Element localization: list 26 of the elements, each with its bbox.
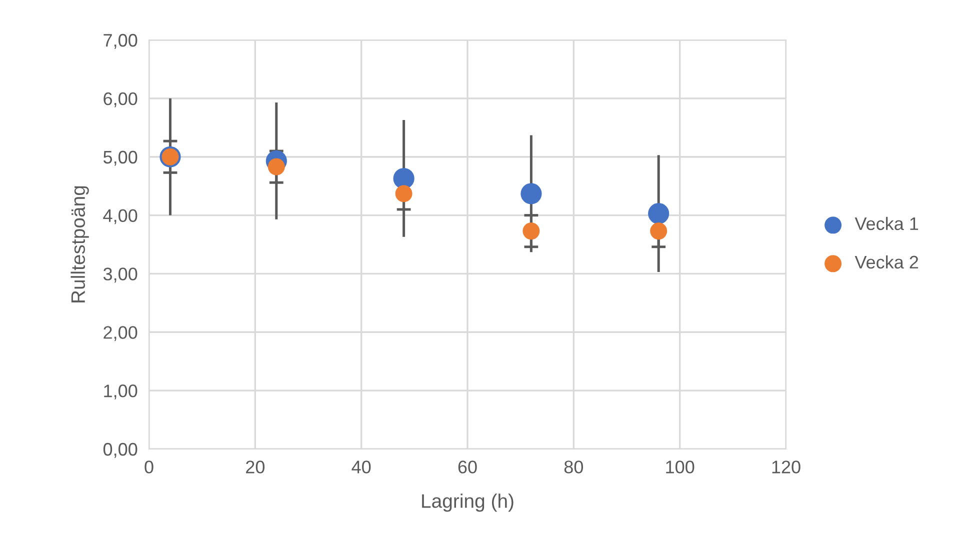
point: [268, 158, 285, 176]
point: [648, 203, 670, 224]
point: [520, 183, 542, 204]
x-tick-label: 120: [772, 460, 800, 474]
legend-label: Vecka 2: [854, 255, 918, 269]
x-axis-title: Lagring (h): [422, 494, 514, 512]
y-tick-label: 3,00: [103, 268, 138, 283]
y-tick-label: 2,00: [104, 326, 138, 341]
x-tick-label: 100: [666, 460, 694, 474]
x-tick-label: 60: [458, 460, 477, 474]
x-tick-label: 80: [564, 460, 584, 474]
y-tick-label: 7,00: [104, 34, 138, 49]
x-tick-label: 40: [352, 460, 371, 474]
x-tick-label: 20: [246, 460, 265, 474]
point: [393, 168, 414, 190]
y-tick-label: 4,00: [103, 209, 138, 224]
x-tick-label: 0: [144, 460, 154, 474]
y-tick-label: 6,00: [104, 92, 138, 108]
point: [522, 222, 540, 240]
legend-label: Vecka 1: [854, 216, 918, 230]
y-axis-title: Rulltestpoäng: [70, 186, 89, 302]
y-tick-label: 5,00: [103, 150, 138, 166]
point: [650, 222, 668, 240]
y-tick-label: 0,00: [103, 442, 138, 458]
point: [395, 185, 412, 202]
y-tick-label: 1,00: [104, 384, 138, 400]
